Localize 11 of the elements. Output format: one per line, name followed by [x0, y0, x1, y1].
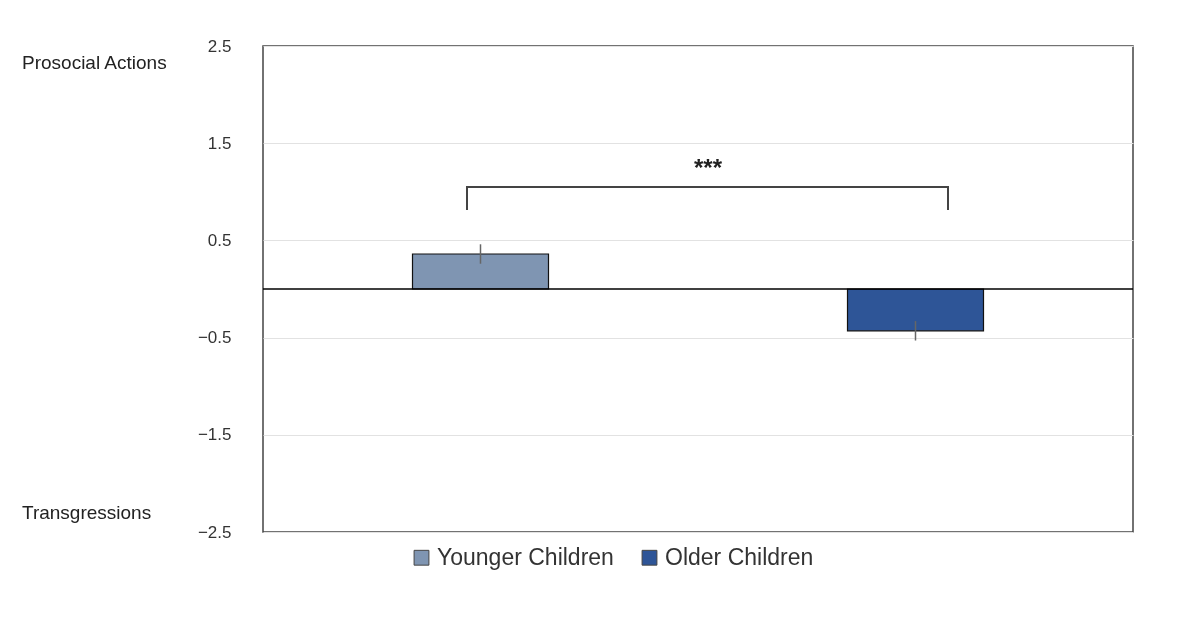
- y-tick-label: 2.5: [207, 36, 232, 56]
- y-tick-label: −1.5: [197, 425, 232, 445]
- y-tick-label: 1.5: [207, 133, 232, 153]
- legend-label: Older Children: [665, 543, 814, 570]
- text: Transgressions: [22, 502, 152, 524]
- y-tick-label: −2.5: [197, 522, 232, 542]
- legend-label: Younger Children: [437, 543, 614, 570]
- annotation: ***: [694, 154, 723, 182]
- text: Prosocial Actions: [22, 52, 167, 74]
- y-tick-label: 0.5: [207, 230, 232, 250]
- y-tick-label: −0.5: [197, 328, 232, 348]
